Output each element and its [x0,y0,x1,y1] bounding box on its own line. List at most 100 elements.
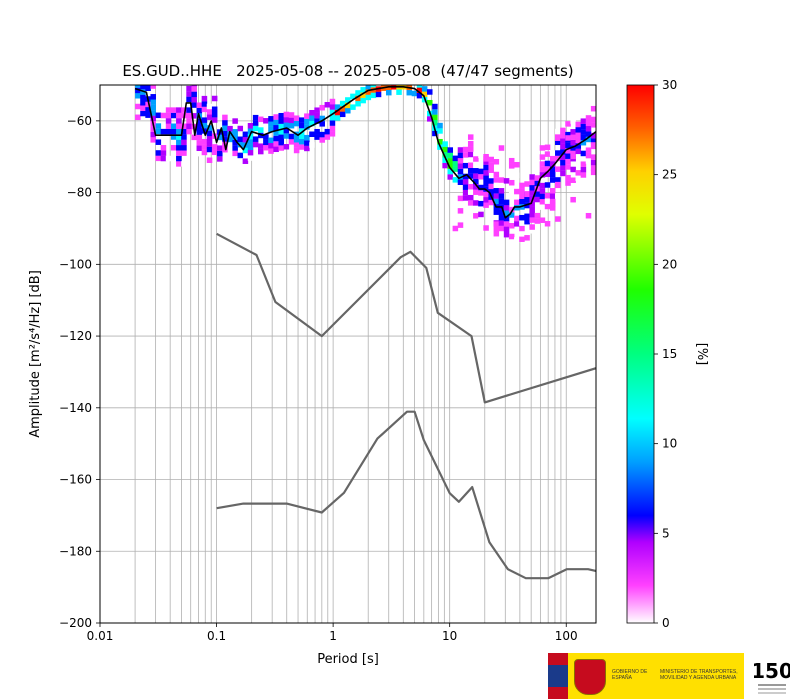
density-cell [534,175,541,181]
density-cell [278,123,285,130]
density-cell [293,115,300,121]
density-cell [442,162,448,169]
density-cell [544,198,551,204]
density-cell [304,118,310,125]
density-cell [201,144,208,150]
density-cell [283,143,290,150]
spain-flag-icon [548,653,568,699]
y-tick-label: −120 [59,329,92,343]
density-cell [273,135,279,142]
density-cell [529,228,535,234]
density-cell [386,89,392,96]
density-cell [191,113,197,119]
ign-150-logo: 150 [754,659,790,694]
density-cell [580,166,587,173]
density-cell [181,139,187,146]
density-cell [488,189,494,195]
density-cell [580,123,587,130]
density-cell [575,127,582,133]
density-cell [360,97,366,104]
density-cell [165,123,172,129]
density-cell [360,92,366,98]
chart-title: ES.GUD..HHE 2025-05-08 -- 2025-05-08 (47… [122,62,573,80]
density-cell [514,237,520,243]
density-cell [580,139,587,146]
density-cell [140,110,146,117]
density-cell [273,141,279,147]
coat-of-arms-icon [574,659,606,695]
density-cell [350,104,356,110]
density-cell [140,105,146,111]
density-cell [170,128,177,135]
density-cell [329,120,336,126]
density-cell [273,124,279,131]
density-cell [462,195,469,201]
density-cell [176,128,182,135]
density-cell [442,157,448,163]
density-cell [237,158,244,164]
density-cell [201,101,208,107]
density-cell [478,200,484,207]
density-cell [242,158,249,164]
density-cell [462,184,469,190]
density-cell [150,104,156,111]
density-cell [549,193,556,199]
density-cell [467,189,474,195]
y-tick-label: −160 [59,473,92,487]
density-cell [555,177,561,183]
density-cell [442,141,448,147]
density-cell [585,158,592,164]
y-axis-ticks: −60 −80 −100 −120 −140 −160 −180 −200 [59,114,100,630]
density-cell [329,125,336,132]
density-cell [514,199,520,206]
density-cell [570,129,576,135]
density-cell [452,166,459,172]
density-cell [555,181,561,188]
density-cell [273,146,279,153]
density-cell [257,148,264,155]
density-cell [555,166,561,172]
density-cell [283,122,290,128]
density-cell [447,174,454,180]
density-cell [585,120,592,127]
density-cell [196,140,203,146]
density-cell [493,171,500,178]
density-cell [421,91,428,97]
density-cell [196,123,203,130]
density-cell [544,151,551,157]
density-cell [452,225,459,232]
density-cell [544,220,551,227]
density-cell [575,170,582,176]
density-cell [298,117,305,123]
density-cell [555,139,561,146]
density-cell [575,137,582,144]
density-cell [293,136,300,143]
density-cell [432,130,438,137]
density-cell [478,168,484,175]
density-cell [257,143,264,149]
density-cell [257,127,264,133]
density-cell [549,188,556,194]
density-cell [288,122,295,129]
density-cell [534,180,541,187]
density-cell [304,113,310,119]
density-cell [283,133,290,139]
density-cell [196,129,203,135]
density-cell [319,121,325,127]
density-cell [206,109,213,115]
density-cell [565,164,571,170]
density-cell [191,96,197,103]
x-tick-label: 1 [329,629,337,643]
density-cell [549,201,556,208]
density-cell [478,174,484,180]
density-cell [488,199,494,206]
density-cell [324,134,331,140]
density-cell [447,158,454,164]
density-cell [462,189,469,196]
density-cell [493,159,500,165]
density-cell [555,128,561,135]
density-cell [242,136,249,143]
density-cell [232,145,238,151]
density-cell [473,156,479,162]
density-cell [555,193,561,199]
